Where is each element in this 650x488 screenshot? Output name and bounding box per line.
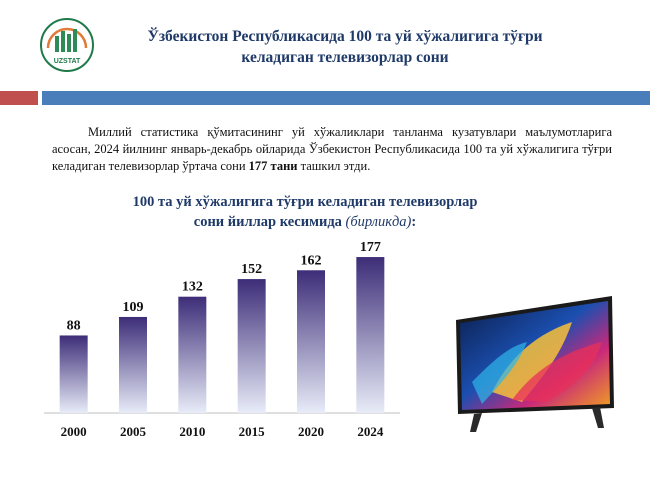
- bar-2024: [356, 257, 385, 413]
- page-title-line1: Ўзбекистон Республикасида 100 та уй хўжа…: [147, 28, 543, 45]
- data-label-2000: 88: [67, 318, 81, 333]
- data-label-2024: 177: [360, 240, 381, 255]
- divider-red: [0, 91, 38, 105]
- intro-paragraph: Миллий статистика қўмитасининг уй хўжали…: [52, 124, 612, 175]
- chart-title: 100 та уй хўжалигига тўғри келадиган тел…: [80, 192, 530, 232]
- tv-illustration: [456, 296, 614, 432]
- page-title: Ўзбекистон Республикасида 100 та уй хўжа…: [110, 26, 580, 68]
- bar-2020: [297, 270, 325, 413]
- data-label-2010: 132: [182, 280, 203, 295]
- bar-2000: [59, 335, 88, 413]
- bar-2005: [119, 316, 147, 413]
- page-title-line2: келадиган телевизорлар сони: [241, 49, 449, 66]
- data-label-2015: 152: [241, 262, 262, 277]
- chart-title-line1: 100 та уй хўжалигига тўғри келадиган тел…: [132, 194, 478, 210]
- divider-blue: [42, 91, 650, 105]
- x-tick-2000: 2000: [61, 424, 87, 439]
- data-label-2005: 109: [123, 300, 144, 315]
- bar-2010: [178, 296, 207, 413]
- x-tick-2015: 2015: [239, 424, 266, 439]
- data-label-2020: 162: [301, 253, 322, 268]
- bar-2015: [237, 279, 266, 413]
- intro-highlight: 177 тани: [248, 159, 298, 173]
- x-tick-2005: 2005: [120, 424, 147, 439]
- intro-text-end: ташкил этди.: [297, 159, 371, 173]
- chart-title-suffix: :: [411, 214, 417, 230]
- chart-title-line2: сони йиллар кесимида: [193, 214, 342, 230]
- uzstat-logo: UZSTAT: [40, 18, 94, 72]
- chart-unit-label: (бирликда): [345, 214, 412, 230]
- x-tick-2020: 2020: [298, 424, 324, 439]
- x-tick-2010: 2010: [179, 424, 205, 439]
- svg-text:UZSTAT: UZSTAT: [54, 58, 81, 65]
- x-tick-2024: 2024: [357, 424, 384, 439]
- intro-text-start: Миллий статистика қўмитасининг уй хўжали…: [52, 125, 612, 173]
